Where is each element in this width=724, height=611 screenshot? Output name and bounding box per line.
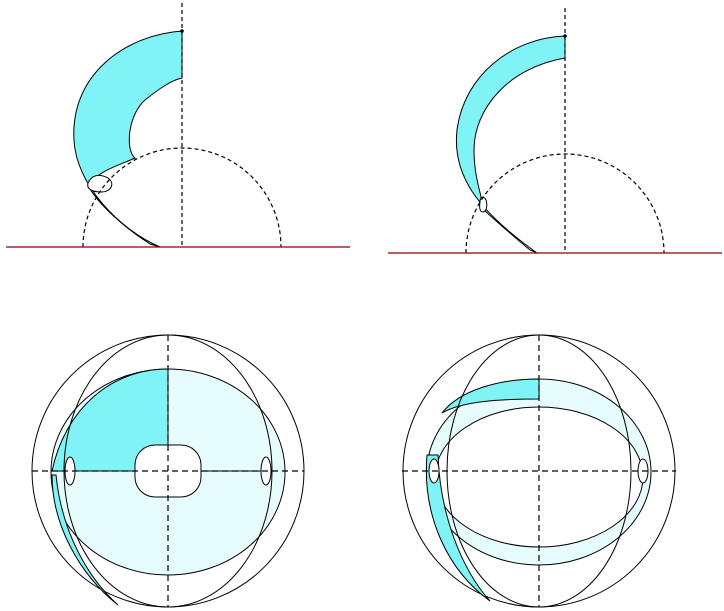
strong-arc: [441, 378, 540, 414]
side-view-wide-band: [6, 3, 350, 248]
axis-point: [563, 34, 567, 38]
axis-point: [180, 29, 184, 33]
loop-hole: [87, 174, 113, 193]
loop-hole: [479, 196, 488, 213]
top-view-narrow-band: [402, 334, 676, 608]
strong-crescent: [51, 474, 119, 606]
side-view-narrow-band: [388, 8, 722, 254]
top-view-wide-band: [31, 334, 305, 608]
band-region: [73, 30, 183, 248]
dashed-semicircle: [465, 153, 665, 254]
dashed-semicircle: [82, 147, 282, 248]
band-region: [455, 35, 566, 254]
